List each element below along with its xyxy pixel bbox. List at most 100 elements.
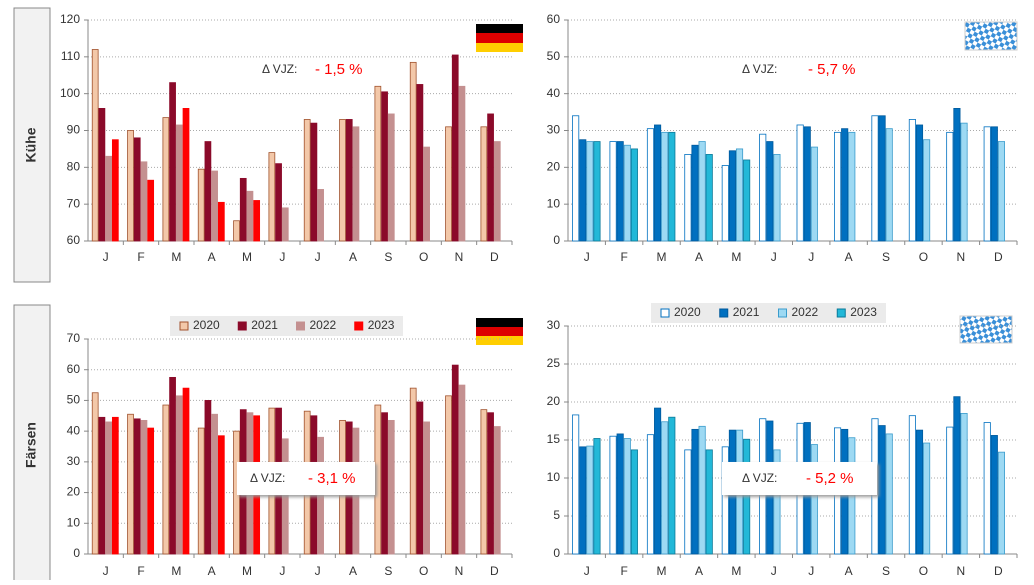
y-tick-label: 20 [547,160,561,174]
y-tick-label: 20 [547,394,561,408]
x-tick-label: F [620,250,627,264]
bar [960,122,968,242]
legend-swatch [778,308,787,318]
flag-by [959,315,1013,344]
x-tick-label: J [279,250,285,264]
bar [233,220,240,242]
legend-label: 2022 [792,305,819,319]
x-tick-label: O [419,250,428,264]
bar [111,139,119,242]
bar [317,189,324,242]
annotation-label: Δ VJZ: [742,471,777,485]
bar [773,449,781,555]
bar [623,438,631,555]
bar [268,152,276,242]
bar [416,401,424,555]
bar [684,449,692,555]
bar [480,126,488,242]
bar [147,179,155,242]
bar [416,84,424,242]
bar [374,85,382,242]
x-tick-label: M [731,250,741,264]
annotation-value: - 5,7 % [808,61,856,78]
bar [796,124,804,242]
x-tick-label: J [315,564,321,578]
x-tick-label: M [731,564,741,578]
bar [593,141,601,242]
bar [728,150,736,242]
bar [885,128,893,242]
bar [182,387,190,555]
legend-label: 2020 [674,305,701,319]
bar [91,49,99,242]
bar [303,119,311,242]
bar [990,435,998,555]
bar [983,422,991,555]
flag-de [476,318,523,345]
bar [915,429,924,555]
x-tick-label: M [657,250,667,264]
y-tick-label: 70 [67,196,81,210]
bar [953,108,961,242]
bar [579,446,587,555]
y-tick-label: 15 [547,432,561,446]
y-tick-label: 40 [67,423,81,437]
bar [162,117,170,242]
y-tick-label: 60 [67,362,81,376]
x-tick-label: J [584,564,590,578]
annotation-label: Δ VJZ: [250,471,285,485]
bar [609,141,617,242]
bar [111,416,119,555]
bar [127,130,134,242]
bar [661,421,669,555]
bar [217,201,225,242]
bar [908,415,916,555]
x-tick-label: A [208,564,216,578]
bar [766,141,774,242]
bar [445,126,452,242]
bar [572,414,580,555]
legend-swatch [719,308,729,318]
x-tick-label: A [208,250,216,264]
bar [451,54,459,242]
bar [217,435,225,555]
y-tick-label: 70 [67,331,81,345]
bar [182,108,190,242]
bar [204,400,212,555]
bar [281,207,289,242]
bar [246,190,254,242]
legend-swatch [660,308,670,318]
x-tick-label: M [171,250,181,264]
bar [654,124,662,242]
bar [253,200,261,242]
legend-box [651,303,886,323]
bar [239,177,247,242]
bar [105,421,112,555]
bar [654,407,662,555]
legend-label: 2021 [733,305,760,319]
legend-label: 2023 [850,305,877,319]
bar [458,85,466,242]
legend-label: 2021 [251,318,278,332]
bar [684,154,692,242]
x-tick-label: D [994,564,1003,578]
bar [668,131,676,242]
bar [162,404,170,555]
bar [487,113,494,242]
y-tick-label: 25 [547,356,561,370]
bar [623,144,631,242]
x-tick-label: J [103,564,109,578]
bar [423,146,430,242]
y-tick-label: 50 [547,49,561,63]
x-tick-label: N [455,250,464,264]
y-tick-label: 10 [547,196,561,210]
x-tick-label: S [882,564,890,578]
x-tick-label: N [455,564,464,578]
bar [345,119,353,242]
row-box [13,7,51,283]
y-tick-label: 120 [60,12,80,26]
legend-swatch [179,321,189,331]
flag-de [476,24,523,52]
x-tick-label: A [695,250,703,264]
x-tick-label: D [490,564,499,578]
